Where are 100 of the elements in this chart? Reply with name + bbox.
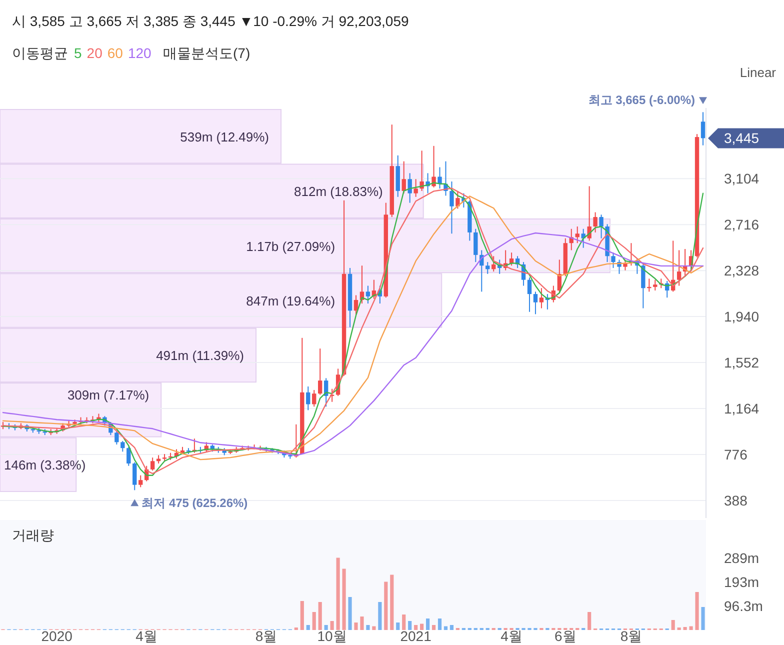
candlestick [402, 160, 406, 194]
bar [588, 612, 592, 630]
candlestick [318, 348, 322, 396]
y-tick-label: 2,716 [724, 216, 760, 233]
candlestick [120, 440, 125, 452]
candlestick [676, 250, 682, 286]
y-tick-label: 96.3m [724, 598, 763, 614]
candlestick [354, 294, 358, 316]
bar [378, 602, 382, 630]
data-label: 539m (12.49%) [180, 129, 270, 144]
candlestick [366, 285, 370, 304]
candlestick [599, 214, 604, 239]
bar [300, 601, 304, 630]
candlestick [641, 264, 646, 309]
bar [348, 597, 352, 630]
x-tick-label: 6월 [554, 628, 576, 644]
candlestick [593, 212, 598, 233]
bar [330, 621, 334, 630]
data-label: 491m (11.39%) [156, 348, 244, 364]
y-tick-label: 1,164 [724, 400, 760, 417]
bar [701, 607, 705, 630]
data-label: 146m (3.38%) [4, 458, 86, 473]
text: 3,445 [724, 130, 760, 146]
text: 최고 3,665 (-6.00%) [588, 93, 696, 108]
bar [414, 625, 418, 630]
candlestick [306, 386, 310, 411]
candlestick [138, 474, 143, 488]
bar [671, 620, 675, 630]
bar [360, 616, 364, 630]
y-tick-label: 1,552 [724, 354, 760, 371]
candlestick [132, 462, 137, 491]
candlestick [408, 172, 412, 204]
candlestick [587, 186, 592, 242]
candlestick [456, 190, 460, 210]
candlestick [647, 278, 652, 292]
y-tick-label: 2,328 [724, 262, 760, 279]
candlestick [432, 145, 436, 188]
chart-title: 시 3,585 고 3,665 저 3,385 종 3,445 ▼10 -0.29% 거 92,203,059 [12, 13, 409, 29]
candlestick [450, 180, 454, 234]
bar [324, 625, 328, 630]
bar [438, 618, 442, 630]
bar [372, 626, 376, 630]
bar [444, 626, 448, 630]
bar [432, 625, 436, 630]
candlestick [486, 262, 490, 274]
y-tick-label: 388 [724, 492, 748, 508]
bar [689, 626, 693, 630]
x-tick-label: 8월 [620, 628, 642, 644]
bar [390, 574, 394, 630]
candlestick [114, 430, 119, 446]
candlestick [539, 288, 544, 309]
data-label: 812m (18.83%) [294, 184, 383, 200]
candlestick [492, 256, 496, 272]
candlestick [312, 390, 316, 408]
data-label: 1.17b (27.09%) [246, 238, 336, 254]
line-series [2, 232, 704, 456]
x-tick-label: 2021 [400, 628, 432, 644]
bar [354, 622, 358, 630]
x-tick-label: 4월 [500, 628, 522, 644]
candlestick [474, 228, 478, 263]
bar [426, 618, 430, 630]
candlestick [533, 291, 538, 315]
candlestick [611, 252, 616, 268]
bar [408, 621, 412, 630]
candlestick [653, 279, 658, 291]
bar [336, 558, 340, 630]
bar [420, 624, 424, 630]
text: 거래량 [12, 527, 54, 543]
bar [318, 602, 322, 630]
bar [396, 622, 400, 630]
bar [695, 592, 699, 630]
candlestick [527, 276, 532, 312]
bar [402, 614, 406, 630]
y-tick-label: 1,940 [724, 308, 760, 325]
candlestick [126, 446, 131, 466]
bar [312, 612, 316, 630]
candlestick [575, 226, 580, 244]
bar [683, 627, 687, 630]
bar [450, 625, 454, 630]
x-tick-label: 8월 [255, 628, 278, 644]
y-tick-label: 776 [724, 446, 748, 462]
x-tick-label: 2020 [41, 628, 73, 644]
annotation: 최저 475 (625.26%) [142, 496, 248, 510]
candlestick [438, 166, 442, 190]
candlestick [700, 112, 706, 146]
data-label: 309m (7.17%) [67, 388, 150, 403]
bar [342, 568, 346, 630]
bar [384, 582, 388, 630]
bar [306, 625, 310, 630]
bar [366, 625, 370, 630]
y-tick-label: 289m [724, 550, 760, 566]
legend: 이동평균 5 20 60 120 [12, 45, 152, 61]
y-tick-label: 193m [724, 574, 760, 590]
y-tick-label: 3,104 [724, 170, 760, 187]
x-tick-label: 10월 [317, 628, 347, 644]
data-label: 847m (19.64%) [246, 294, 336, 308]
chart-title: 매물분석도(7) [163, 45, 250, 61]
x-tick-label: 4월 [136, 628, 158, 644]
candlestick [414, 178, 418, 198]
text: Linear [740, 65, 777, 80]
